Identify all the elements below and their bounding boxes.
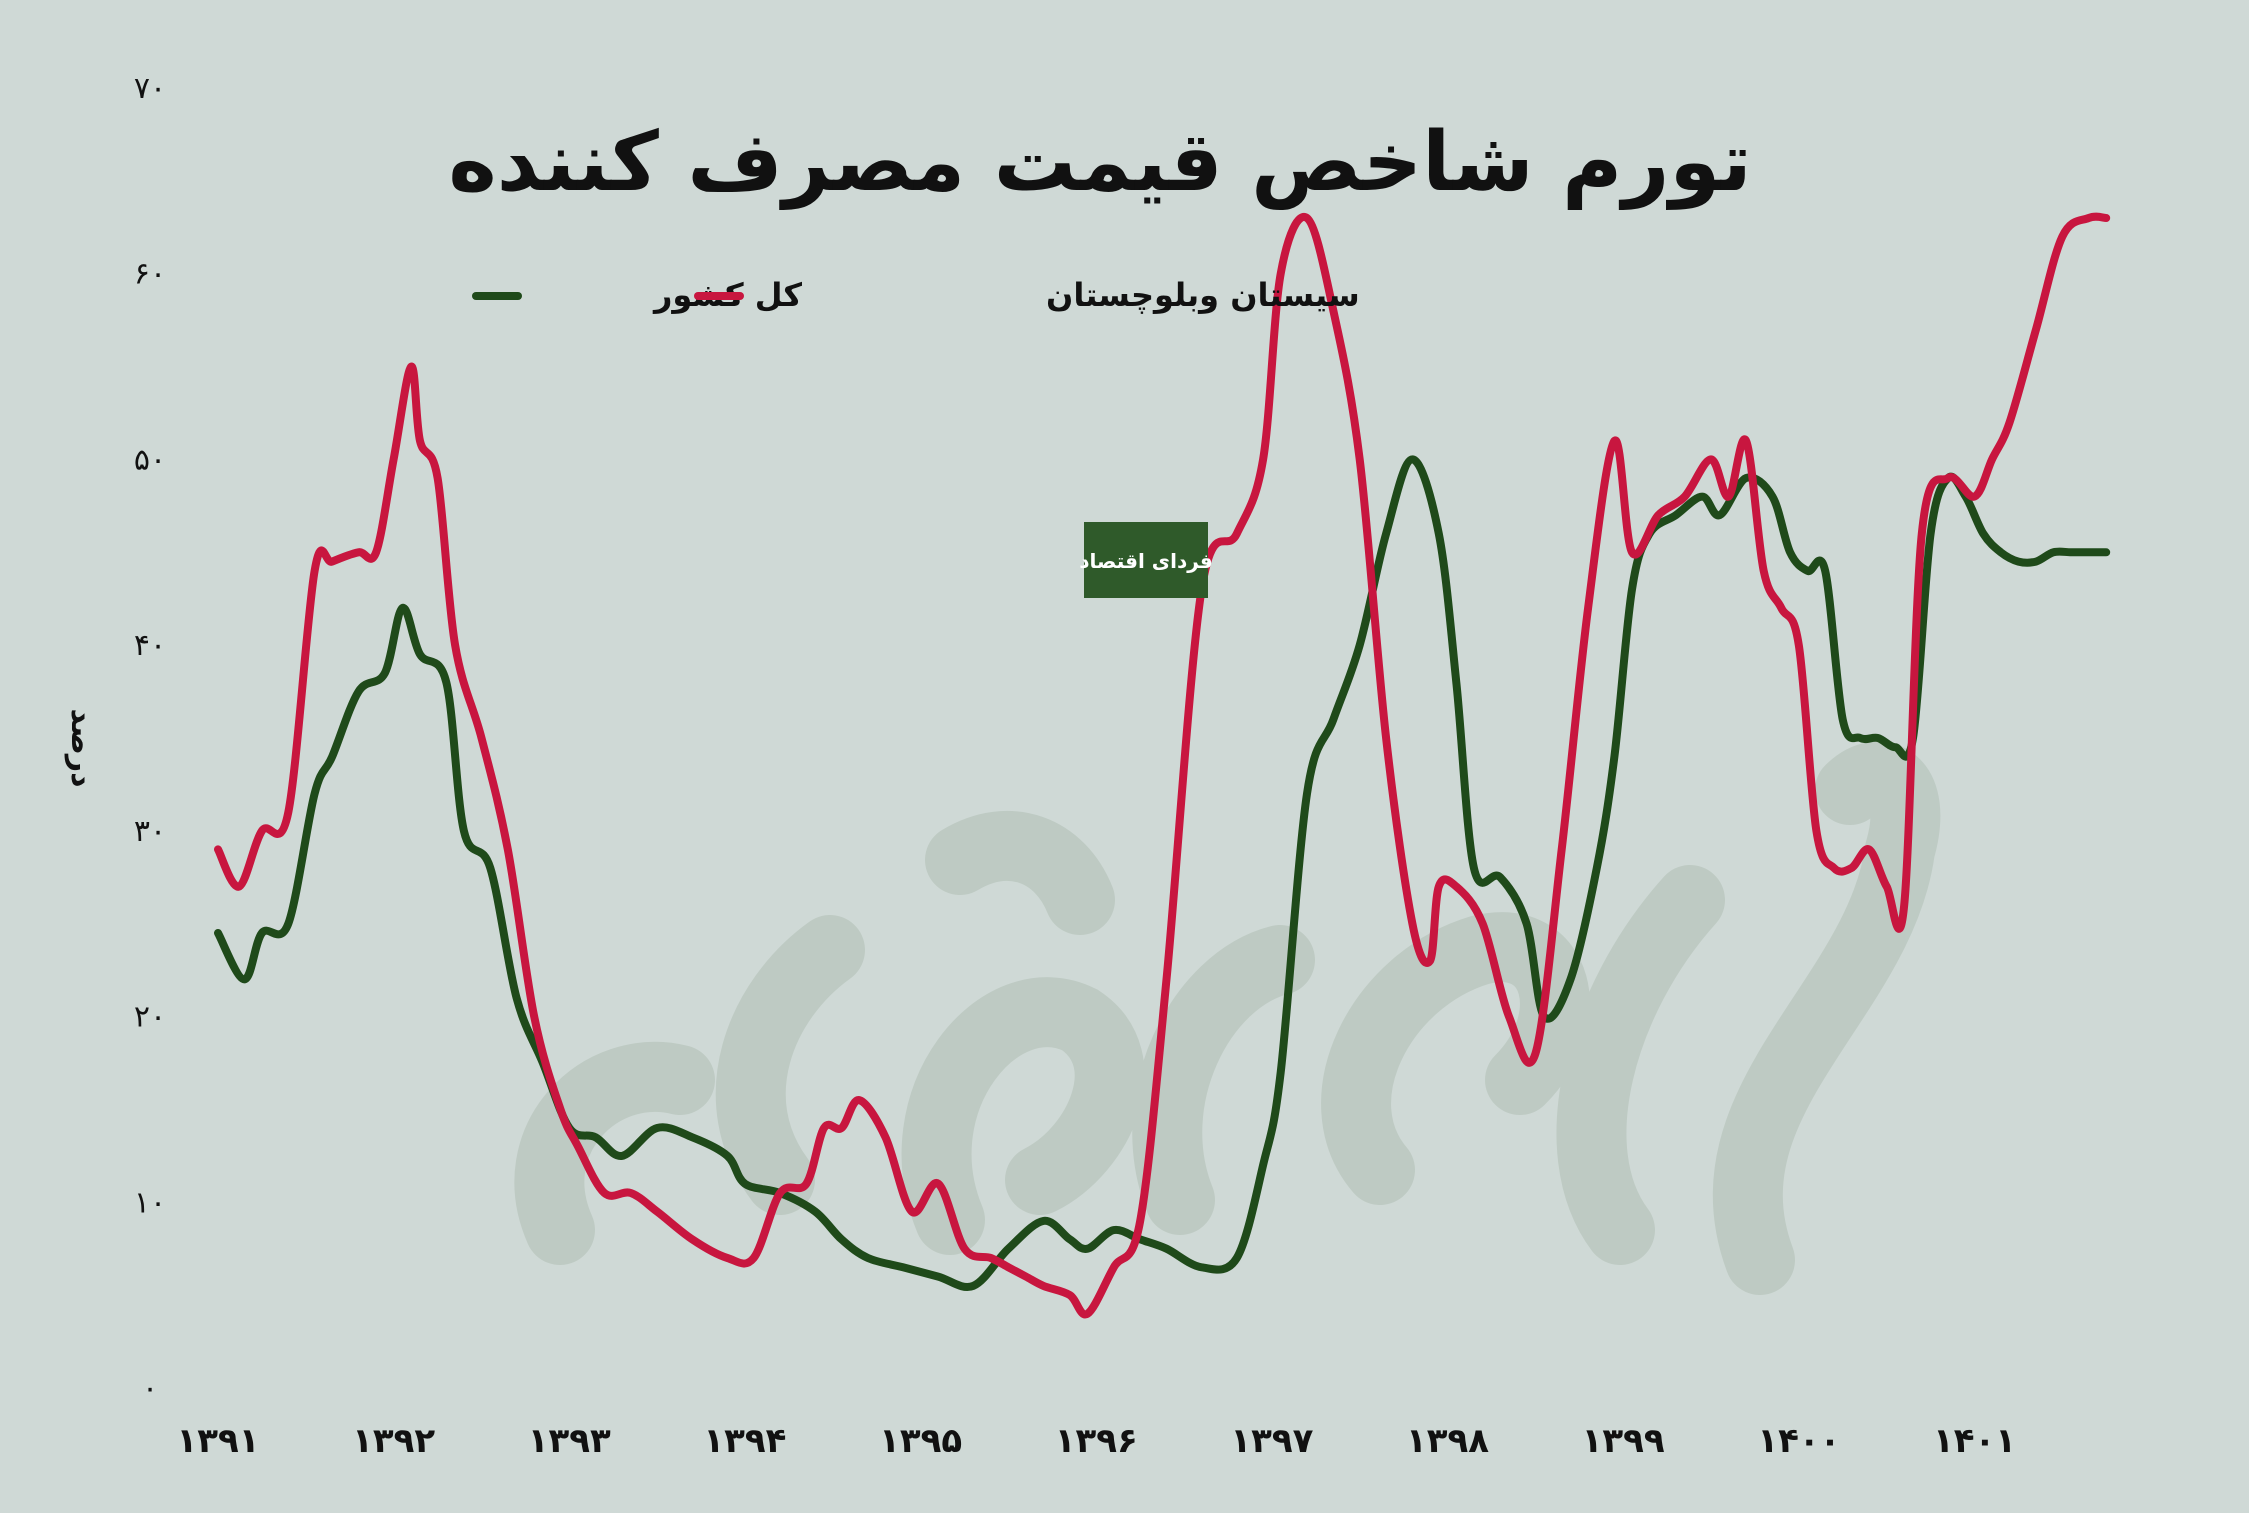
x-tick-label-1397: ۱۳۹۷ — [1230, 1421, 1313, 1461]
y-tick-label-0: ۰ — [142, 1371, 158, 1406]
chart-title: تورم شاخص قیمت مصرف کننده — [448, 115, 1751, 210]
series-line-national — [214, 455, 2111, 1291]
y-tick-label-20: ۲۰ — [134, 1000, 166, 1035]
x-axis: ۱۳۹۱ ۱۳۹۲ ۱۳۹۳ ۱۳۹۴ ۱۳۹۵ ۱۳۹۶ ۱۳۹۷ ۱۳۹۸ ۱۳۹۹ ۱۴۰۰… — [176, 1421, 2015, 1461]
x-tick-label-1401: ۱۴۰۱ — [1933, 1421, 2016, 1461]
x-tick-label-1395: ۱۳۹۵ — [879, 1421, 962, 1461]
y-tick-label-30: ۳۰ — [134, 814, 166, 849]
y-tick-label-10: ۱۰ — [134, 1185, 166, 1220]
legend: کل کشور سیستان وبلوچستان — [472, 276, 1360, 314]
series-line-sistan — [214, 212, 2111, 1319]
x-tick-label-1392: ۱۳۹۲ — [352, 1421, 435, 1461]
watermark — [514, 741, 1941, 1295]
x-tick-label-1394: ۱۳۹۴ — [703, 1421, 786, 1461]
x-tick-label-1400: ۱۴۰۰ — [1757, 1421, 1840, 1461]
y-axis: ۰ ۱۰ ۲۰ ۳۰ ۴۰ ۵۰ ۶۰ ۷۰ — [134, 71, 166, 1406]
y-tick-label-70: ۷۰ — [134, 71, 166, 106]
x-tick-label-1398: ۱۳۹۸ — [1406, 1421, 1489, 1461]
x-tick-label-1393: ۱۳۹۳ — [528, 1421, 611, 1461]
brand-logo: فردای اقتصاد — [1079, 522, 1213, 598]
x-tick-label-1399: ۱۳۹۹ — [1582, 1421, 1665, 1461]
y-tick-label-50: ۵۰ — [134, 442, 166, 477]
series-lines — [214, 212, 2111, 1319]
x-tick-label-1396: ۱۳۹۶ — [1055, 1421, 1138, 1461]
legend-label-sistan: سیستان وبلوچستان — [1046, 276, 1360, 314]
x-tick-label-1391: ۱۳۹۱ — [176, 1421, 259, 1461]
brand-logo-text: فردای اقتصاد — [1079, 549, 1213, 573]
brand-logo-box — [1084, 522, 1208, 598]
y-axis-label: درصد — [64, 709, 99, 788]
y-tick-label-60: ۶۰ — [134, 257, 166, 292]
y-tick-label-40: ۴۰ — [134, 628, 166, 663]
